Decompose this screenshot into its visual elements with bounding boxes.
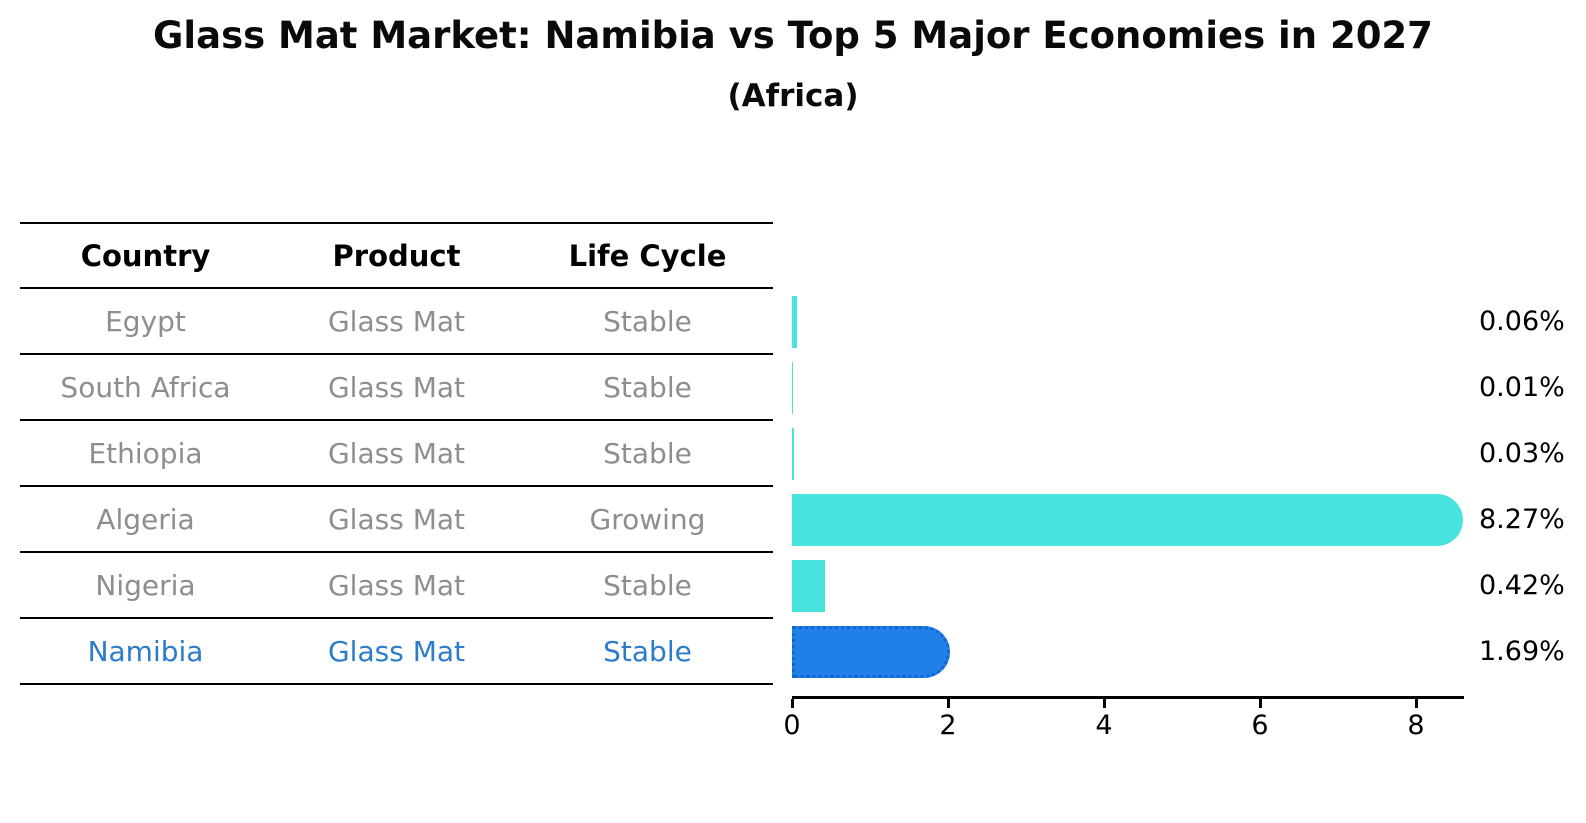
- table-cell-country: Ethiopia: [88, 436, 203, 470]
- bar-chart-area: 0 2 4 6 8: [783, 289, 1464, 741]
- table-row-egypt: Egypt Glass Mat Stable: [20, 289, 773, 355]
- table-header-life-cycle: Life Cycle: [568, 238, 727, 273]
- table-cell-product: Glass Mat: [327, 304, 465, 338]
- x-tick-label-0: 0: [783, 710, 801, 741]
- chart-title: Glass Mat Market: Namibia vs Top 5 Major…: [153, 14, 1433, 57]
- value-label-nigeria: 0.42%: [1479, 570, 1565, 601]
- table-cell-product: Glass Mat: [327, 502, 465, 536]
- bar-south-africa: [792, 362, 793, 414]
- value-label-south-africa: 0.01%: [1479, 372, 1565, 403]
- table-cell-life_cycle: Stable: [603, 304, 692, 338]
- table-row-south-africa: South Africa Glass Mat Stable: [20, 355, 773, 421]
- table-cell-life_cycle: Stable: [603, 634, 692, 668]
- value-label-namibia: 1.69%: [1479, 636, 1565, 667]
- chart-subtitle: (Africa): [727, 78, 859, 114]
- x-axis-line: [792, 696, 1464, 699]
- table-row-namibia: Namibia Glass Mat Stable: [20, 619, 773, 685]
- value-label-ethiopia: 0.03%: [1479, 438, 1565, 469]
- bar-namibia: [792, 626, 950, 678]
- table-cell-product: Glass Mat: [327, 370, 465, 404]
- table-header-country: Country: [80, 238, 211, 273]
- table-cell-product: Glass Mat: [327, 568, 465, 602]
- table-cell-life_cycle: Stable: [603, 370, 692, 404]
- table-cell-product: Glass Mat: [327, 436, 465, 470]
- table-header-row: Country Product Life Cycle: [20, 222, 773, 289]
- value-label-algeria: 8.27%: [1479, 504, 1565, 535]
- table-header-product: Product: [332, 238, 461, 273]
- table-body: Egypt Glass Mat Stable South Africa Glass Ma…: [20, 289, 773, 685]
- x-tick-6: [1259, 699, 1262, 708]
- table-cell-country: Algeria: [96, 502, 195, 536]
- table-cell-product: Glass Mat: [327, 634, 465, 668]
- bar-nigeria: [792, 560, 825, 612]
- table-row-ethiopia: Ethiopia Glass Mat Stable: [20, 421, 773, 487]
- x-tick-8: [1415, 699, 1418, 708]
- bar-algeria: [792, 494, 1464, 546]
- x-tick-label-4: 4: [1095, 710, 1113, 741]
- table-row-nigeria: Nigeria Glass Mat Stable: [20, 553, 773, 619]
- table-cell-country: South Africa: [60, 370, 231, 404]
- country-table: Country Product Life Cycle Egypt Glass Mat S…: [20, 222, 773, 685]
- table-cell-country: Egypt: [105, 304, 186, 338]
- table-cell-country: Nigeria: [95, 568, 196, 602]
- table-cell-life_cycle: Growing: [589, 502, 706, 536]
- x-tick-label-8: 8: [1407, 710, 1425, 741]
- table-cell-life_cycle: Stable: [603, 568, 692, 602]
- table-cell-life_cycle: Stable: [603, 436, 692, 470]
- x-tick-4: [1103, 699, 1106, 708]
- x-tick-0: [791, 699, 794, 708]
- x-tick-label-6: 6: [1251, 710, 1269, 741]
- bar-ethiopia: [792, 428, 795, 480]
- x-tick-label-2: 2: [939, 710, 957, 741]
- table-cell-country: Namibia: [87, 634, 204, 668]
- table-row-algeria: Algeria Glass Mat Growing: [20, 487, 773, 553]
- value-label-egypt: 0.06%: [1479, 306, 1565, 337]
- x-tick-2: [947, 699, 950, 708]
- bar-egypt: [792, 296, 797, 348]
